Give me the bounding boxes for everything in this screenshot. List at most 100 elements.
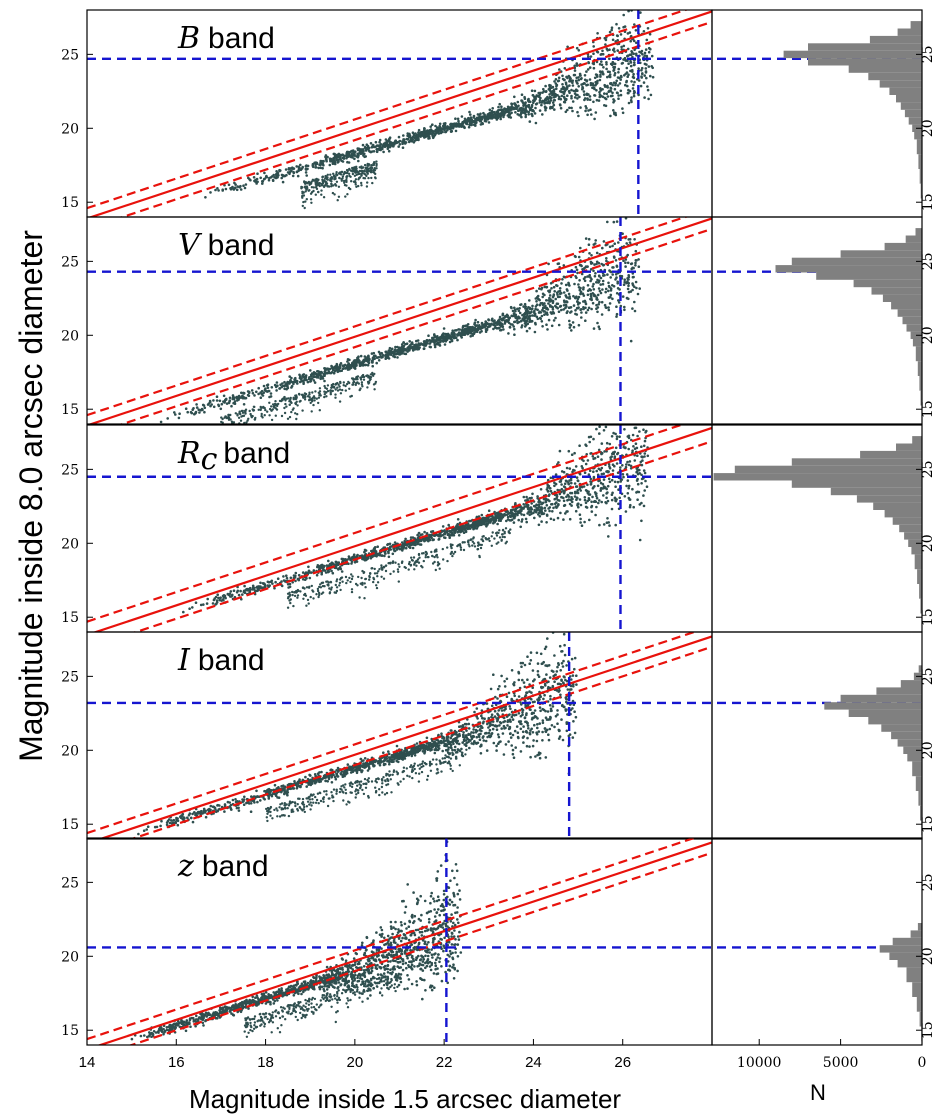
scatter-point xyxy=(251,584,255,588)
scatter-point xyxy=(438,125,442,128)
scatter-point xyxy=(565,466,569,470)
scatter-point xyxy=(577,114,580,118)
scatter-point xyxy=(562,304,566,307)
scatter-point xyxy=(405,342,409,346)
scatter-point xyxy=(228,592,232,596)
scatter-point xyxy=(634,280,638,284)
scatter-point xyxy=(626,261,630,265)
scatter-point xyxy=(577,295,581,299)
scatter-point xyxy=(622,25,625,29)
scatter-point xyxy=(236,185,239,188)
scatter-point xyxy=(613,73,616,77)
y-tick-label: 25 xyxy=(61,254,79,270)
scatter-point xyxy=(611,83,614,87)
scatter-point xyxy=(489,115,492,118)
scatter-point xyxy=(489,521,492,524)
scatter-point xyxy=(527,104,530,107)
scatter-point xyxy=(215,399,219,402)
scatter-point xyxy=(577,78,580,82)
scatter-point xyxy=(406,350,409,353)
scatter-point xyxy=(608,89,611,93)
scatter-point xyxy=(343,183,347,187)
scatter-point xyxy=(359,387,362,390)
scatter-point xyxy=(361,385,364,388)
band-symbol: V xyxy=(178,228,203,263)
scatter-point xyxy=(482,111,485,115)
scatter-point xyxy=(325,387,329,390)
scatter-point xyxy=(642,428,645,432)
scatter-point xyxy=(593,117,596,121)
scatter-point xyxy=(615,204,618,207)
scatter-point xyxy=(367,169,371,173)
scatter-point xyxy=(595,296,598,299)
scatter-point xyxy=(272,173,276,177)
scatter-point xyxy=(627,274,630,277)
scatter-point xyxy=(596,32,599,35)
scatter-point xyxy=(575,46,579,50)
histogram-bar xyxy=(889,87,922,95)
scatter-point xyxy=(609,114,612,118)
scatter-point xyxy=(629,34,633,38)
scatter-point xyxy=(590,113,593,116)
histogram-bar xyxy=(879,80,922,88)
scatter-point xyxy=(358,360,361,363)
scatter-point xyxy=(545,299,548,302)
scatter-point xyxy=(533,516,536,520)
scatter-point xyxy=(635,397,638,400)
scatter-point xyxy=(246,419,249,422)
scatter-point xyxy=(294,571,298,575)
scatter-point xyxy=(531,94,535,97)
scatter-point xyxy=(530,319,534,323)
scatter-point xyxy=(346,193,349,196)
scatter-point xyxy=(218,399,222,403)
scatter-point xyxy=(503,513,507,516)
scatter-point xyxy=(623,495,627,498)
scatter-point xyxy=(340,369,344,373)
scatter-point xyxy=(570,453,574,457)
scatter-point xyxy=(590,500,593,504)
scatter-point xyxy=(355,173,358,176)
scatter-point xyxy=(426,340,429,343)
scatter-point xyxy=(347,362,351,365)
scatter-point xyxy=(628,89,632,93)
scatter-point xyxy=(587,243,591,246)
scatter-point xyxy=(524,305,527,309)
scatter-point xyxy=(597,99,601,102)
scatter-point xyxy=(438,122,442,126)
scatter-point xyxy=(228,399,232,402)
scatter-point xyxy=(457,328,460,331)
scatter-point xyxy=(364,149,368,152)
scatter-point xyxy=(566,85,569,88)
scatter-point xyxy=(570,491,574,495)
scatter-point xyxy=(414,136,417,140)
scatter-point xyxy=(632,94,636,98)
scatter-point xyxy=(337,160,340,163)
scatter-point xyxy=(640,445,643,449)
scatter-point xyxy=(233,400,237,403)
scatter-point xyxy=(517,109,521,112)
scatter-point xyxy=(295,170,299,174)
scatter-point xyxy=(282,579,286,582)
scatter-point xyxy=(367,149,371,152)
scatter-point xyxy=(331,159,335,163)
scatter-point xyxy=(626,460,629,464)
scatter-point xyxy=(221,188,224,191)
scatter-point xyxy=(248,586,252,590)
scatter-point xyxy=(330,185,333,188)
scatter-point xyxy=(309,182,312,185)
scatter-point xyxy=(373,176,377,179)
scatter-point xyxy=(372,150,376,153)
scatter-point xyxy=(527,110,530,114)
scatter-point xyxy=(377,359,381,362)
scatter-point xyxy=(631,282,634,285)
scatter-point xyxy=(620,207,623,210)
scatter-point xyxy=(592,486,595,489)
scatter-point xyxy=(319,166,322,170)
scatter-point xyxy=(210,403,213,406)
scatter-point xyxy=(520,319,523,323)
scatter-point xyxy=(202,603,205,606)
scatter-point xyxy=(260,406,263,409)
scatter-point xyxy=(521,317,524,321)
scatter-point xyxy=(537,311,541,314)
